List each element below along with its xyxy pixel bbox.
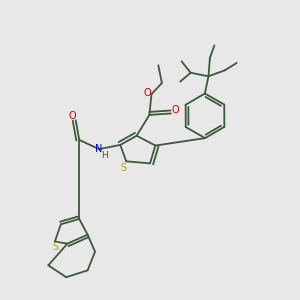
Text: O: O — [171, 106, 179, 116]
Text: N: N — [95, 143, 103, 154]
Text: S: S — [121, 163, 127, 173]
Text: O: O — [144, 88, 152, 98]
Text: S: S — [52, 242, 59, 253]
Text: O: O — [68, 111, 76, 121]
Text: H: H — [101, 151, 108, 160]
